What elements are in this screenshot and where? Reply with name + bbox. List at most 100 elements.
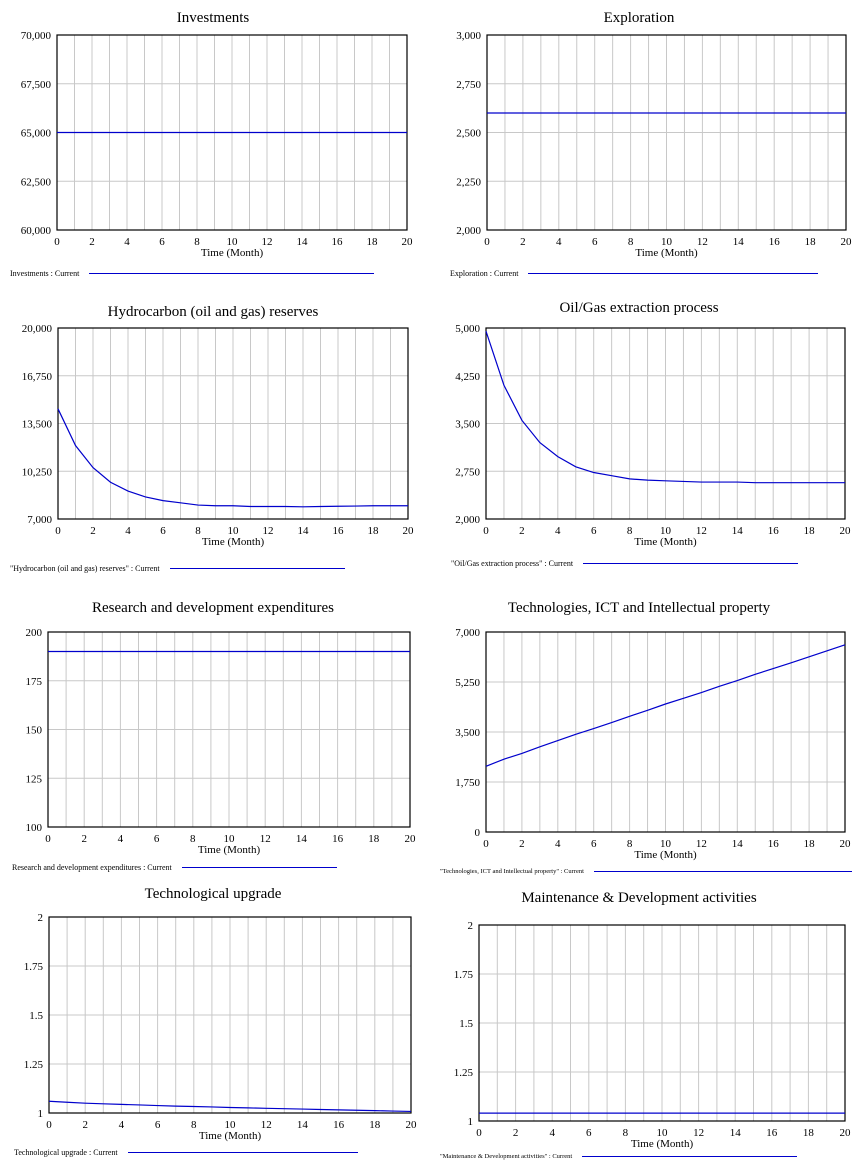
x-tick-label: 20: [840, 838, 852, 850]
x-tick-label: 12: [697, 236, 708, 248]
x-tick-label: 16: [769, 236, 781, 248]
x-tick-label: 14: [730, 1127, 742, 1139]
x-tick-label: 18: [804, 525, 816, 537]
x-tick-label: 20: [840, 1127, 852, 1139]
y-tick-label: 1,750: [455, 777, 480, 789]
x-axis-label: Time (Month): [634, 849, 697, 861]
y-tick-label: 1: [38, 1108, 44, 1120]
legend-label: Research and development expenditures : …: [12, 863, 172, 872]
x-tick-label: 10: [228, 525, 240, 537]
chart-title: Research and development expenditures: [92, 600, 334, 616]
x-tick-label: 10: [657, 1127, 669, 1139]
x-tick-label: 16: [332, 833, 344, 845]
x-tick-label: 20: [840, 525, 852, 537]
chart-svg: 60,000 62,500 65,000 67,500 70,000 0 2 4 6 8 10 12 1…: [21, 30, 413, 259]
x-tick-label: 6: [154, 833, 160, 845]
y-tick-label: 1.25: [24, 1059, 44, 1071]
series-line: [485, 330, 845, 484]
x-tick-label: 0: [45, 833, 51, 845]
x-axis-label: Time (Month): [634, 536, 697, 548]
plot-frame: [485, 327, 846, 520]
x-tick-label: 8: [627, 838, 633, 850]
x-tick-label: 4: [549, 1127, 555, 1139]
x-tick-label: 0: [46, 1119, 52, 1131]
chart-panel: Technologies, ICT and Intellectual prope…: [426, 590, 852, 875]
x-tick-label: 4: [125, 525, 131, 537]
x-tick-label: 18: [369, 1119, 381, 1131]
x-tick-label: 10: [660, 838, 672, 850]
x-tick-label: 6: [159, 236, 165, 248]
legend-label: "Hydrocarbon (oil and gas) reserves" : C…: [10, 564, 160, 573]
y-tick-label: 5,000: [455, 323, 480, 335]
x-tick-label: 0: [55, 525, 61, 537]
x-tick-label: 12: [260, 833, 271, 845]
plot-frame: [48, 916, 412, 1114]
x-tick-label: 10: [661, 236, 673, 248]
x-tick-label: 14: [732, 525, 744, 537]
y-tick-label: 3,500: [455, 727, 480, 739]
chart-panel: Investments 60,000 62,500 65,000 67,500 70,00…: [0, 0, 426, 285]
x-tick-label: 4: [124, 236, 130, 248]
x-tick-label: 14: [733, 236, 745, 248]
y-tick-label: 150: [26, 725, 43, 737]
chart-svg: 100 125 150 175 200 0 2 4 6 8 10 12 14 16 18 20 Time (Mo…: [26, 627, 417, 856]
plot-frame: [478, 924, 846, 1122]
chart-svg: 2,000 2,250 2,500 2,750 3,000 0 2 4 6 8 10 12 14 16 18…: [456, 30, 852, 259]
x-tick-label: 6: [586, 1127, 592, 1139]
x-tick-label: 18: [368, 525, 380, 537]
chart-title: Technological upgrade: [144, 886, 282, 902]
y-tick-label: 200: [26, 627, 43, 639]
x-tick-label: 6: [160, 525, 166, 537]
x-tick-label: 12: [696, 838, 707, 850]
y-tick-label: 7,000: [27, 514, 52, 526]
chart-svg: 0 1,750 3,500 5,250 7,000 0 2 4 6 8 10 12 14 16 18 20 Ti…: [455, 627, 852, 861]
x-tick-label: 20: [406, 1119, 418, 1131]
y-tick-label: 20,000: [22, 323, 53, 335]
y-tick-label: 10,250: [22, 466, 53, 478]
x-tick-label: 16: [332, 236, 344, 248]
y-tick-label: 3,000: [456, 30, 481, 42]
legend-swatch: [169, 568, 345, 569]
x-tick-label: 0: [484, 236, 490, 248]
chart-title: Technologies, ICT and Intellectual prope…: [507, 600, 771, 616]
plot-frame: [485, 631, 846, 833]
x-tick-label: 0: [483, 838, 489, 850]
x-tick-label: 0: [54, 236, 60, 248]
legend: Technological upgrade : Current: [14, 1148, 358, 1157]
x-tick-label: 2: [519, 838, 525, 850]
chart-panel: Research and development expenditures 100…: [0, 590, 426, 875]
series-line: [485, 644, 846, 767]
x-axis-label: Time (Month): [202, 536, 265, 548]
chart-title: Maintenance & Development activities: [521, 890, 757, 906]
plot-frame: [486, 34, 847, 231]
x-tick-label: 10: [225, 1119, 237, 1131]
x-tick-label: 2: [81, 833, 87, 845]
y-tick-label: 125: [26, 773, 43, 785]
y-tick-label: 1: [468, 1116, 474, 1128]
chart-panel: Oil/Gas extraction process 2,000 2,750 3,50…: [426, 280, 852, 565]
x-tick-label: 2: [82, 1119, 88, 1131]
legend-swatch: [582, 1156, 798, 1157]
x-tick-label: 20: [841, 236, 852, 248]
y-tick-label: 65,000: [21, 128, 52, 140]
y-tick-label: 1.75: [454, 969, 474, 981]
x-tick-label: 6: [591, 838, 597, 850]
x-tick-label: 8: [628, 236, 634, 248]
legend: "Maintenance & Development activities" :…: [440, 1153, 798, 1160]
x-tick-label: 20: [405, 833, 417, 845]
y-tick-label: 1.5: [459, 1018, 473, 1030]
y-tick-label: 1.75: [24, 961, 44, 973]
x-axis-label: Time (Month): [201, 247, 264, 259]
x-tick-label: 14: [296, 833, 308, 845]
x-tick-label: 4: [555, 838, 561, 850]
legend-swatch: [181, 867, 337, 868]
x-tick-label: 16: [333, 525, 345, 537]
x-axis-label: Time (Month): [199, 1130, 262, 1142]
x-axis-label: Time (Month): [635, 247, 698, 259]
legend-swatch: [593, 871, 852, 872]
x-tick-label: 12: [262, 236, 273, 248]
y-tick-label: 2,000: [455, 514, 480, 526]
x-tick-label: 0: [476, 1127, 482, 1139]
